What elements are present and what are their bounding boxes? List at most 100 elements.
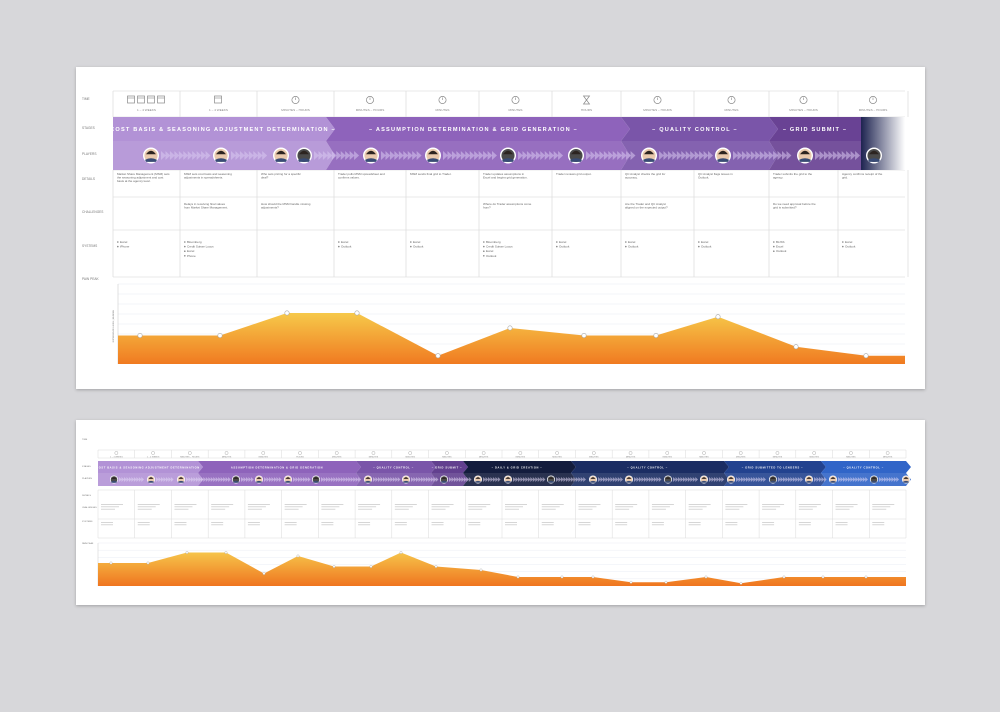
duration-icon <box>127 95 165 104</box>
progress-chevron <box>451 477 455 482</box>
progress-chevron <box>335 477 339 482</box>
system-placeholder-line <box>541 524 554 526</box>
progress-chevron <box>119 477 122 482</box>
stage-label: – ASSUMPTION DETERMINATION & GRID GENERA… <box>369 127 578 133</box>
progress-chevron <box>513 477 516 482</box>
progress-chevron <box>123 477 127 482</box>
progress-chevron <box>468 477 472 482</box>
progress-chevron <box>412 151 418 160</box>
progress-chevron <box>522 477 526 482</box>
pain-point <box>821 575 825 579</box>
progress-chevron <box>676 151 682 160</box>
avatar-hair <box>871 477 877 479</box>
system-placeholder-line <box>284 522 297 523</box>
progress-chevron <box>469 151 475 160</box>
progress-chevron <box>483 151 489 160</box>
progress-chevron <box>787 477 791 482</box>
progress-chevron <box>228 477 231 482</box>
progress-chevron <box>821 477 825 482</box>
avatar-hair <box>800 150 810 155</box>
avatar-hair <box>830 477 836 479</box>
progress-chevron <box>879 477 882 482</box>
text-placeholder-line <box>101 504 123 505</box>
progress-chevron <box>382 477 386 482</box>
progress-chevron <box>540 151 546 160</box>
bullet <box>184 241 186 243</box>
stopwatch-icon <box>445 451 449 455</box>
progress-chevron <box>605 477 609 482</box>
progress-chevron <box>578 477 582 482</box>
pain-point <box>224 551 228 554</box>
text-placeholder-line <box>431 506 450 508</box>
text-placeholder-line <box>321 504 344 505</box>
progress-chevron <box>354 151 360 160</box>
progress-chevron <box>764 151 770 160</box>
progress-chevron <box>638 477 642 482</box>
text-placeholder-line <box>505 508 519 510</box>
bullet <box>556 245 558 248</box>
duration-icon <box>366 96 374 104</box>
text-placeholder-line <box>541 508 556 510</box>
duration-icon <box>582 95 591 105</box>
detail-text: QC Analyst flags issues in Outlook. <box>698 172 733 180</box>
progress-chevron <box>718 477 722 482</box>
text-placeholder-line <box>688 508 703 510</box>
pain-point <box>704 575 708 579</box>
progress-chevron <box>573 477 577 482</box>
progress-chevron <box>389 151 395 160</box>
progress-chevron <box>785 477 789 482</box>
duration-label: MINUTES <box>725 108 739 112</box>
avatar-hair <box>869 150 879 155</box>
progress-chevron <box>520 477 524 482</box>
player-avatar <box>769 475 777 484</box>
progress-chevron <box>815 151 820 160</box>
duration-label: MINUTES – HOURS <box>789 108 818 112</box>
system-placeholder-line <box>688 522 701 523</box>
progress-chevron <box>615 477 619 482</box>
progress-chevron <box>530 477 534 482</box>
avatar-shirt <box>145 158 157 162</box>
progress-chevron <box>487 477 491 482</box>
duration-label: MINUTES <box>589 456 599 458</box>
progress-chevron <box>692 477 696 482</box>
bullet <box>842 241 844 243</box>
progress-chevron <box>220 477 224 482</box>
detail-text: QC Analyst checks the grid for accuracy. <box>625 172 665 180</box>
progress-chevron <box>755 151 761 160</box>
progress-chevron <box>737 151 743 160</box>
detail-text: MSM sets cost basis and seasoning adjustm… <box>184 172 232 180</box>
system-placeholder-line <box>101 524 113 526</box>
progress-chevron <box>600 477 604 482</box>
text-placeholder-line <box>394 504 417 505</box>
stopwatch-icon <box>665 451 670 455</box>
progress-chevron <box>792 477 796 482</box>
avatar-hair <box>441 477 447 479</box>
progress-chevron <box>163 477 167 482</box>
system-placeholder-line <box>247 524 260 526</box>
system-placeholder-line <box>688 524 701 526</box>
player-avatar <box>402 475 410 484</box>
chart-axis-label: EXPERIENCE LEVEL | BURDEN <box>113 309 115 342</box>
text-line: MSM sets cost basis and seasoning <box>184 172 232 176</box>
progress-chevron <box>235 151 241 160</box>
progress-chevron <box>841 151 847 160</box>
progress-chevron <box>694 151 700 160</box>
duration-label: 1 – 4 WEEKS <box>110 456 123 458</box>
player-avatar <box>547 475 555 484</box>
progress-chevron <box>797 477 801 482</box>
progress-chevron <box>178 151 184 160</box>
avatar-hair <box>216 150 226 155</box>
progress-chevron <box>531 151 537 160</box>
row-label-0: TIME <box>82 439 88 441</box>
progress-chevron <box>778 477 781 482</box>
progress-chevron <box>345 477 349 482</box>
progress-chevron <box>537 477 541 482</box>
text-placeholder-line <box>688 504 711 505</box>
system-placeholder-line <box>431 522 444 523</box>
duration-label: MINUTES <box>222 456 232 458</box>
player-avatar <box>296 147 312 164</box>
progress-chevron <box>626 151 632 160</box>
progress-chevron <box>586 151 591 160</box>
progress-chevron <box>782 477 786 482</box>
progress-chevron <box>542 477 546 482</box>
